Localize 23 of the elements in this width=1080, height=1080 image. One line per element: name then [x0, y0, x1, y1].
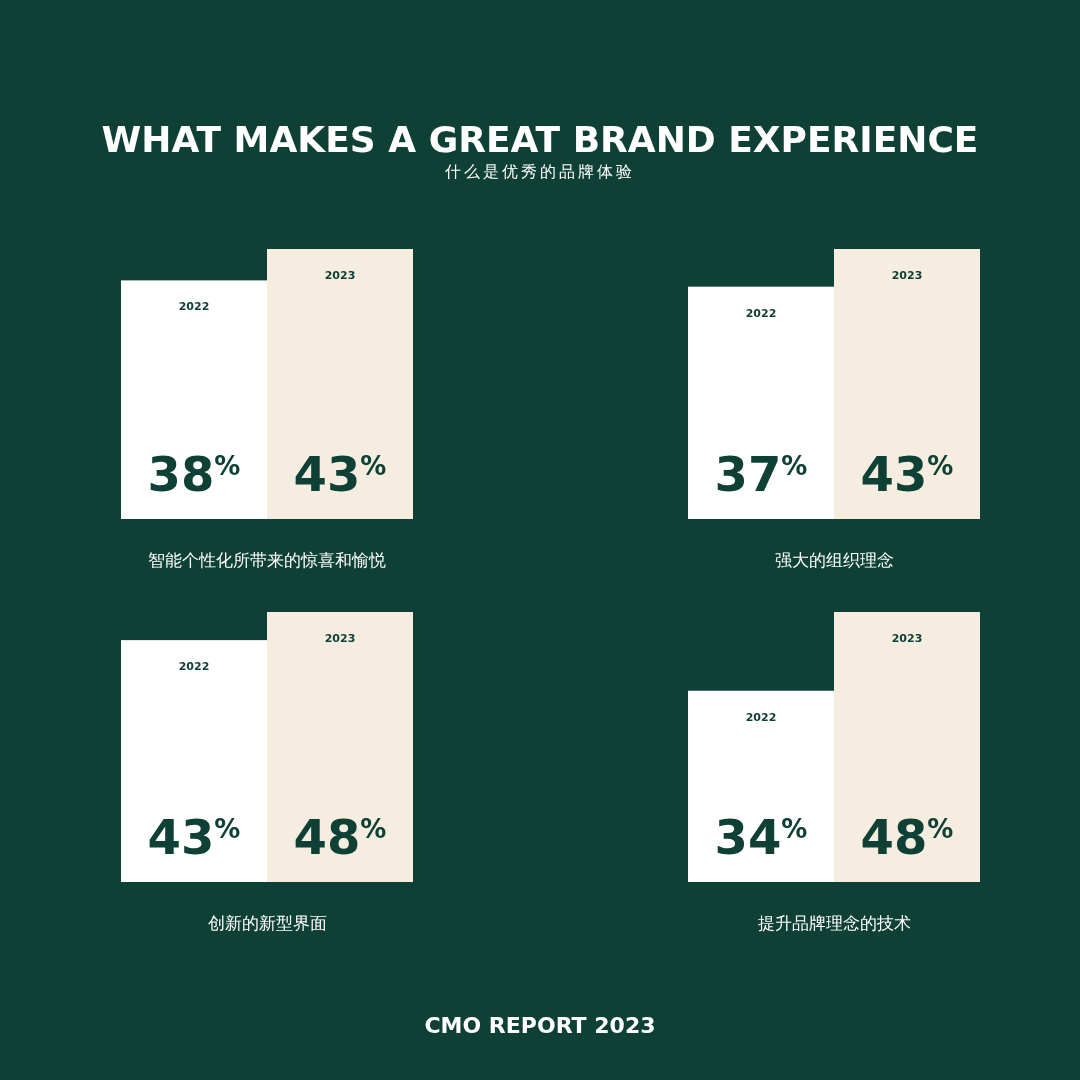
x-tick-label: 2023: [324, 269, 356, 282]
text: 什么是优秀的品牌体验: [444, 162, 635, 181]
x-tick-label: 2022: [745, 710, 777, 724]
data-label: 43$^{%}$: [860, 446, 954, 502]
x-axis-title: 智能个性化所带来的惊喜和愉悦: [148, 550, 386, 570]
data-label: 48$^{%}$: [293, 809, 387, 865]
text: WHAT MAKES A GREAT BRAND EXPERIENCE: [101, 119, 979, 160]
x-tick-label: 2023: [891, 269, 923, 282]
data-label: 34$^{%}$: [714, 809, 808, 865]
x-tick-label: 2023: [891, 632, 923, 645]
data-label: 38$^{%}$: [147, 446, 241, 502]
x-tick-label: 2022: [745, 306, 777, 320]
data-label: 43$^{%}$: [293, 446, 387, 502]
x-axis-title: 提升品牌理念的技术: [757, 913, 911, 933]
x-tick-label: 2022: [178, 660, 210, 674]
x-tick-label: 2023: [324, 632, 356, 645]
data-label: 37$^{%}$: [714, 446, 808, 502]
data-label: 48$^{%}$: [860, 809, 954, 865]
x-tick-label: 2022: [178, 300, 210, 314]
text: CMO REPORT 2023: [424, 1013, 656, 1038]
x-axis-title: 强大的组织理念: [774, 550, 894, 570]
data-label: 43$^{%}$: [147, 809, 241, 865]
x-axis-title: 创新的新型界面: [207, 913, 327, 933]
